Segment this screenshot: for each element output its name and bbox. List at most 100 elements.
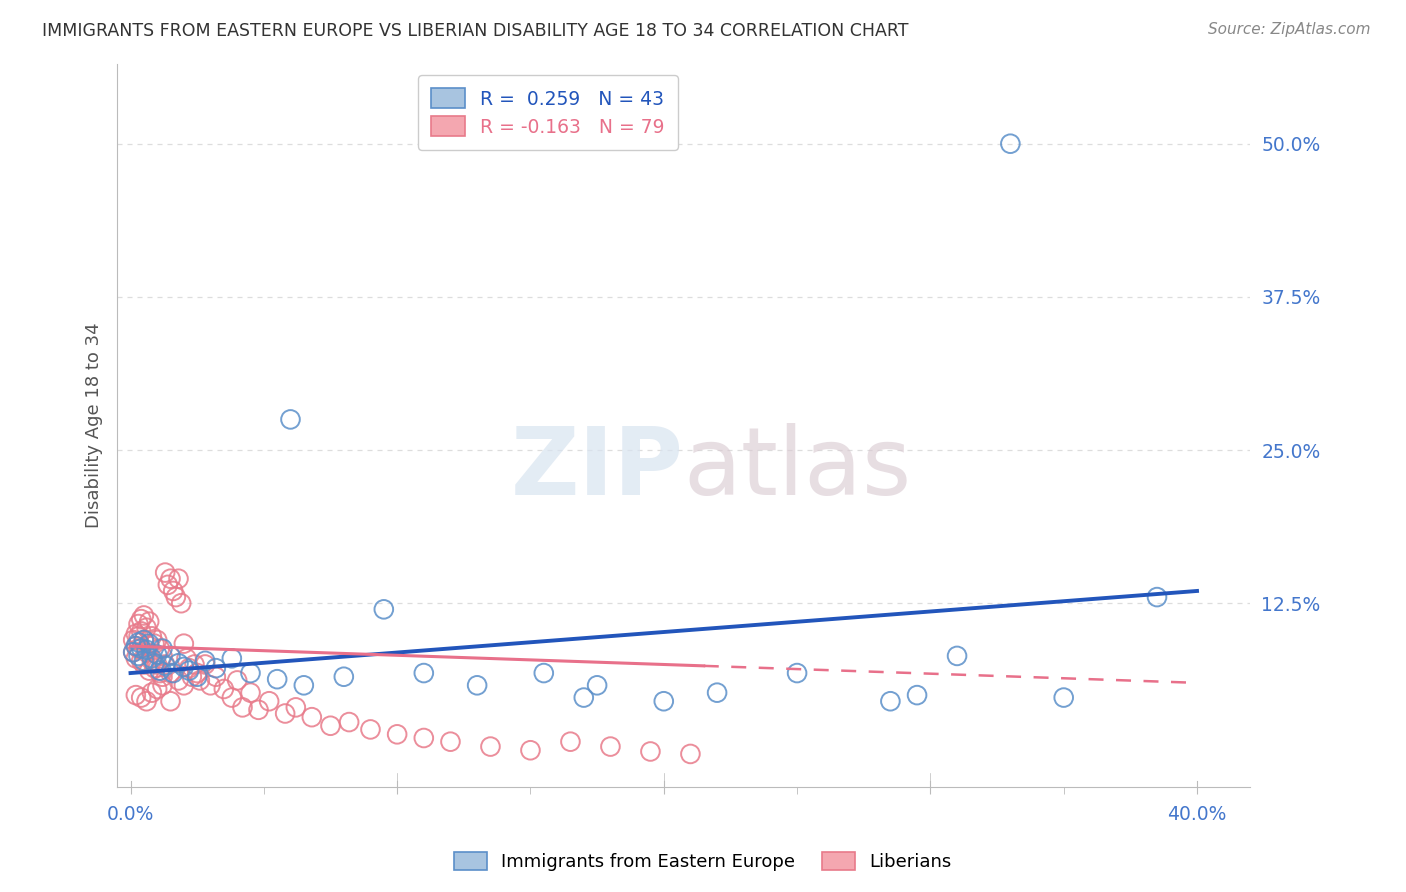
Point xyxy=(141,651,163,665)
Text: Source: ZipAtlas.com: Source: ZipAtlas.com xyxy=(1208,22,1371,37)
Legend: Immigrants from Eastern Europe, Liberians: Immigrants from Eastern Europe, Liberian… xyxy=(447,845,959,879)
Point xyxy=(301,710,323,724)
Point xyxy=(319,719,342,733)
Point xyxy=(194,654,217,668)
Point xyxy=(141,654,163,668)
Point xyxy=(152,678,174,692)
Point xyxy=(173,678,195,692)
Point xyxy=(231,700,253,714)
Point xyxy=(284,700,307,714)
Point xyxy=(132,632,155,647)
Point xyxy=(129,690,152,705)
Point xyxy=(479,739,502,754)
Point xyxy=(125,651,148,665)
Point xyxy=(167,673,190,688)
Point xyxy=(1146,590,1168,604)
Point xyxy=(274,706,297,721)
Point xyxy=(149,666,172,681)
Point xyxy=(159,694,181,708)
Point xyxy=(128,635,150,649)
Point xyxy=(128,648,150,663)
Point xyxy=(141,686,163,700)
Point xyxy=(149,641,172,656)
Point xyxy=(162,666,184,681)
Point xyxy=(132,632,155,647)
Point xyxy=(153,657,176,672)
Point xyxy=(153,566,176,580)
Point xyxy=(679,747,702,761)
Point xyxy=(129,612,152,626)
Point xyxy=(159,666,181,681)
Point xyxy=(143,657,166,671)
Point xyxy=(266,672,288,686)
Point xyxy=(905,688,928,702)
Point xyxy=(128,641,150,656)
Point xyxy=(141,629,163,643)
Point xyxy=(143,661,166,675)
Point xyxy=(152,641,174,656)
Point xyxy=(129,641,152,656)
Point xyxy=(138,615,160,629)
Point xyxy=(153,658,176,673)
Point xyxy=(212,681,235,696)
Point xyxy=(186,670,208,684)
Point xyxy=(152,648,174,663)
Point xyxy=(337,715,360,730)
Point xyxy=(1053,690,1076,705)
Point xyxy=(135,694,157,708)
Point xyxy=(333,670,356,684)
Text: atlas: atlas xyxy=(683,423,912,515)
Point xyxy=(138,639,160,653)
Point xyxy=(138,664,160,678)
Point xyxy=(373,602,395,616)
Point xyxy=(205,661,228,675)
Point xyxy=(180,670,202,684)
Point xyxy=(135,642,157,657)
Point xyxy=(129,624,152,639)
Point xyxy=(257,694,280,708)
Point xyxy=(1000,136,1022,151)
Point xyxy=(146,632,169,647)
Point xyxy=(165,590,187,604)
Point xyxy=(132,608,155,623)
Point xyxy=(194,657,217,672)
Point xyxy=(560,734,582,748)
Point xyxy=(360,723,382,737)
Point xyxy=(128,629,150,643)
Point xyxy=(652,694,675,708)
Point xyxy=(125,627,148,641)
Point xyxy=(159,648,181,663)
Point xyxy=(239,686,262,700)
Point xyxy=(146,681,169,696)
Point xyxy=(640,744,662,758)
Text: 0.0%: 0.0% xyxy=(107,805,155,824)
Point xyxy=(135,645,157,659)
Point xyxy=(128,617,150,632)
Point xyxy=(173,637,195,651)
Point xyxy=(159,572,181,586)
Point xyxy=(135,621,157,635)
Point xyxy=(519,743,541,757)
Point xyxy=(146,648,169,662)
Point xyxy=(167,572,190,586)
Point xyxy=(129,654,152,668)
Point xyxy=(786,666,808,681)
Text: IMMIGRANTS FROM EASTERN EUROPE VS LIBERIAN DISABILITY AGE 18 TO 34 CORRELATION C: IMMIGRANTS FROM EASTERN EUROPE VS LIBERI… xyxy=(42,22,908,40)
Text: 40.0%: 40.0% xyxy=(1167,805,1226,824)
Point xyxy=(132,657,155,672)
Point xyxy=(122,645,145,659)
Point xyxy=(162,584,184,599)
Point xyxy=(132,654,155,668)
Point xyxy=(125,639,148,653)
Point xyxy=(122,645,145,659)
Point xyxy=(188,673,211,688)
Point xyxy=(146,657,169,672)
Point xyxy=(179,661,201,675)
Point xyxy=(706,686,728,700)
Y-axis label: Disability Age 18 to 34: Disability Age 18 to 34 xyxy=(86,323,103,528)
Point xyxy=(221,690,243,705)
Point xyxy=(599,739,621,754)
Point xyxy=(200,678,222,692)
Point xyxy=(385,727,408,741)
Point xyxy=(149,664,172,678)
